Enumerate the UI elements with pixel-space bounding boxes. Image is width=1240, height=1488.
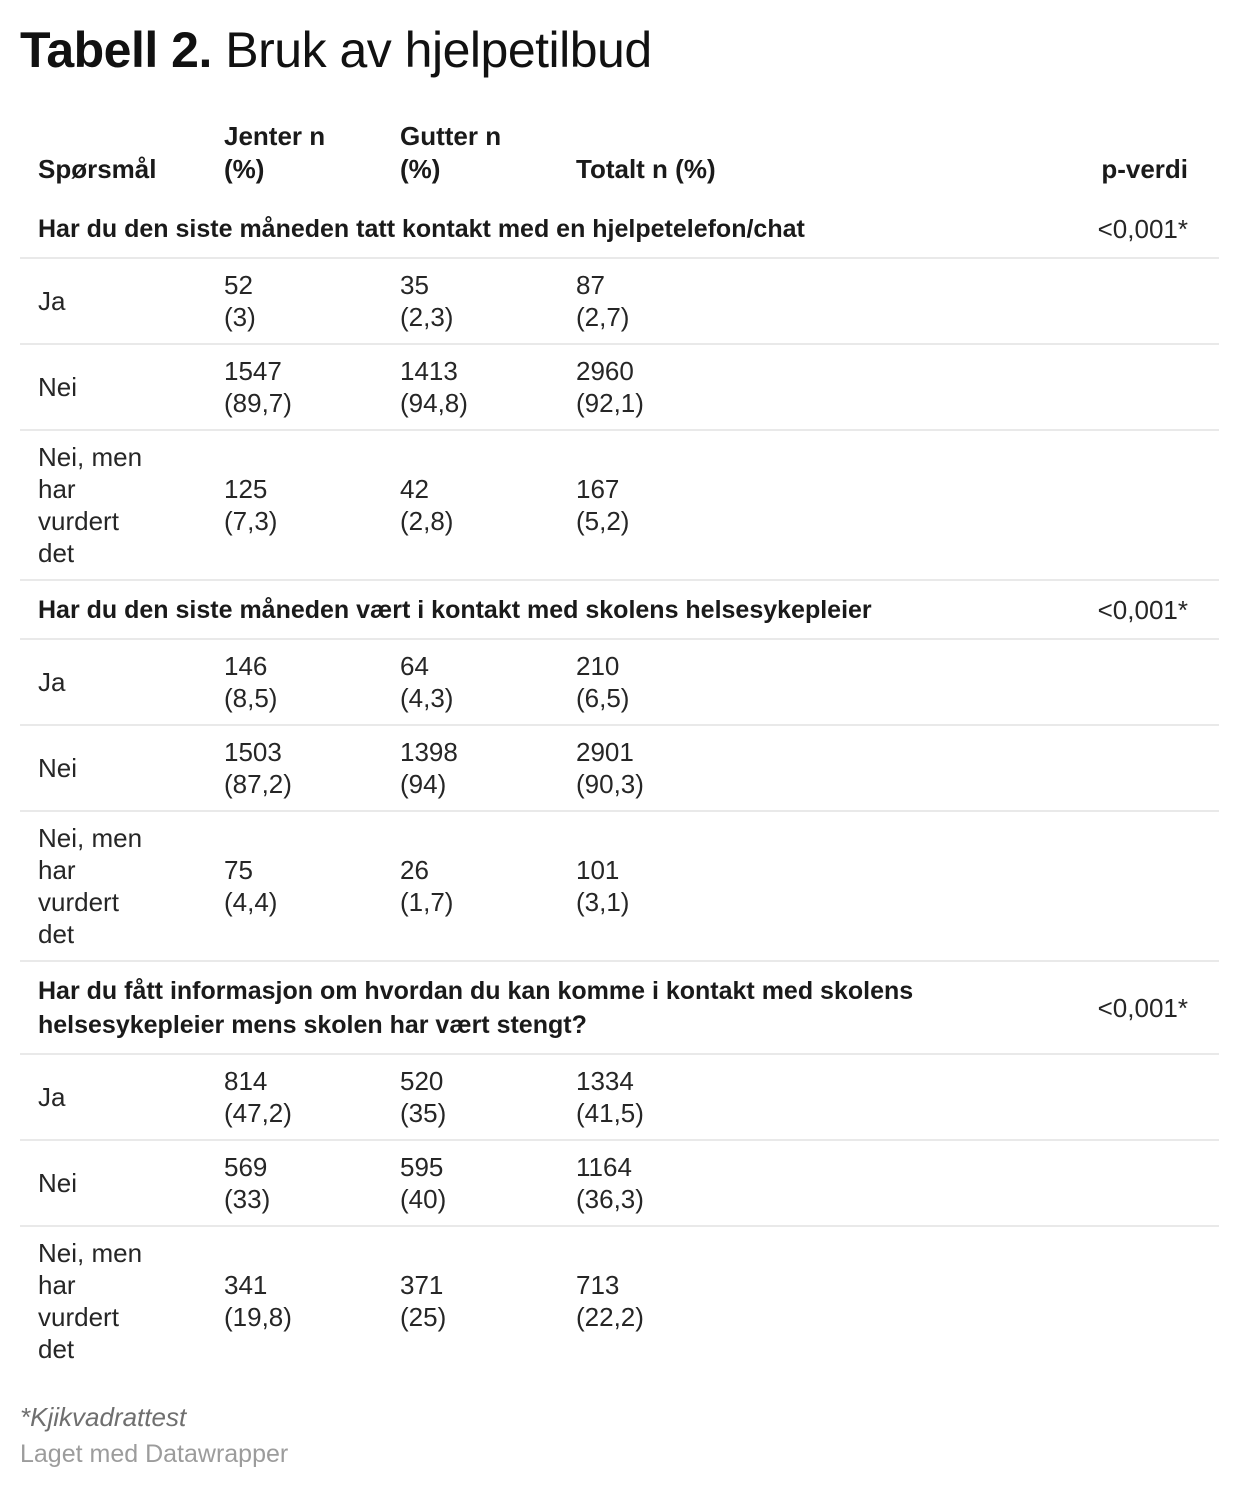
totalt-cell: 1164 (36,3) (576, 1140, 990, 1227)
row-label-cell: Nei (20, 344, 224, 431)
gutter-cell: 64 (4,3) (400, 639, 576, 726)
row-label-cell: Ja (20, 639, 224, 726)
row-label-cell: Ja (20, 258, 224, 345)
data-row: Ja 52 (3) 35 (2,3) 87 (2,7) (20, 258, 1219, 345)
data-row: Nei 1547 (89,7) 1413 (94,8) 2960 (92,1) (20, 344, 1219, 431)
totalt-cell: 713 (22,2) (576, 1270, 644, 1332)
row-label-cell: Nei (20, 725, 224, 812)
col-header-gutter: Gutter n (%) (400, 121, 502, 184)
totalt-cell: 1334 (41,5) (576, 1054, 990, 1141)
question-cell: Har du den siste måneden vært i kontakt … (20, 580, 990, 640)
totalt-cell: 87 (2,7) (576, 258, 990, 345)
p-value-cell-empty (990, 1226, 1219, 1375)
totalt-cell: 2901 (90,3) (576, 725, 990, 812)
jenter-cell: 1547 (89,7) (224, 344, 400, 431)
page-title: Tabell 2. Bruk av hjelpetilbud (20, 20, 1219, 80)
question-row: Har du den siste måneden vært i kontakt … (20, 580, 1219, 640)
col-header-totalt: Totalt n (%) (576, 154, 716, 184)
gutter-cell: 1413 (94,8) (400, 344, 576, 431)
jenter-cell: 341 (19,8) (224, 1270, 292, 1332)
p-value-cell: <0,001* (990, 961, 1219, 1055)
gutter-cell: 371 (25) (400, 1270, 447, 1332)
data-row: Nei, men har vurdert det 75 (4,4) 26 (1,… (20, 811, 1219, 962)
p-value-cell-empty (990, 430, 1219, 581)
data-row: Nei 569 (33) 595 (40) 1164 (36,3) (20, 1140, 1219, 1227)
p-value-cell-empty (990, 725, 1219, 812)
p-value-cell-empty (990, 344, 1219, 431)
row-label-cell: Nei, men har vurdert det (38, 1238, 143, 1364)
data-row: Nei, men har vurdert det 341 (19,8) 371 … (20, 1226, 1219, 1375)
col-header-sporsmal: Spørsmål (38, 154, 157, 184)
row-label-cell: Ja (20, 1054, 224, 1141)
question-row: Har du den siste måneden tatt kontakt me… (20, 200, 1219, 259)
title-text: Bruk av hjelpetilbud (225, 22, 652, 78)
gutter-cell: 35 (2,3) (400, 258, 576, 345)
totalt-cell: 210 (6,5) (576, 639, 990, 726)
p-value-cell: <0,001* (990, 200, 1219, 259)
data-row: Ja 146 (8,5) 64 (4,3) 210 (6,5) (20, 639, 1219, 726)
data-table: Spørsmål Jenter n (%) Gutter n (%) Total… (20, 120, 1219, 1375)
col-header-jenter: Jenter n (%) (224, 121, 326, 184)
jenter-cell: 1503 (87,2) (224, 725, 400, 812)
p-value-cell-empty (990, 639, 1219, 726)
p-value-cell: <0,001* (990, 580, 1219, 640)
totalt-cell: 167 (5,2) (576, 430, 990, 581)
table-footer: *Kjikvadrattest Laget med Datawrapper (20, 1401, 1219, 1470)
row-label-cell: Nei, men har vurdert det (20, 811, 224, 962)
jenter-cell: 52 (3) (224, 258, 400, 345)
jenter-cell: 75 (4,4) (224, 811, 400, 962)
row-label-cell: Nei (20, 1140, 224, 1227)
data-row: Ja 814 (47,2) 520 (35) 1334 (41,5) (20, 1054, 1219, 1141)
question-cell: Har du fått informasjon om hvordan du ka… (20, 961, 990, 1055)
totalt-cell: 2960 (92,1) (576, 344, 990, 431)
jenter-cell: 569 (33) (224, 1140, 400, 1227)
p-value-cell-empty (990, 1140, 1219, 1227)
question-cell: Har du den siste måneden tatt kontakt me… (20, 200, 990, 259)
datawrapper-attribution-link[interactable]: Laget med Datawrapper (20, 1440, 289, 1468)
col-header-p-verdi: p-verdi (1101, 154, 1188, 184)
footnote-chi-square: *Kjikvadrattest (20, 1402, 187, 1432)
data-row: Nei, men har vurdert det 125 (7,3) 42 (2… (20, 430, 1219, 581)
gutter-cell: 1398 (94) (400, 725, 576, 812)
gutter-cell: 595 (40) (400, 1140, 576, 1227)
jenter-cell: 146 (8,5) (224, 639, 400, 726)
header-row: Spørsmål Jenter n (%) Gutter n (%) Total… (20, 120, 1219, 200)
gutter-cell: 26 (1,7) (400, 811, 576, 962)
p-value-cell-empty (990, 1054, 1219, 1141)
table-header: Spørsmål Jenter n (%) Gutter n (%) Total… (20, 120, 1219, 200)
row-label-cell: Nei, men har vurdert det (20, 430, 224, 581)
question-row: Har du fått informasjon om hvordan du ka… (20, 961, 1219, 1055)
jenter-cell: 125 (7,3) (224, 430, 400, 581)
totalt-cell: 101 (3,1) (576, 811, 990, 962)
p-value-cell-empty (990, 258, 1219, 345)
data-row: Nei 1503 (87,2) 1398 (94) 2901 (90,3) (20, 725, 1219, 812)
gutter-cell: 520 (35) (400, 1054, 576, 1141)
p-value-cell-empty (990, 811, 1219, 962)
jenter-cell: 814 (47,2) (224, 1054, 400, 1141)
title-prefix: Tabell 2. (20, 22, 212, 78)
gutter-cell: 42 (2,8) (400, 430, 576, 581)
